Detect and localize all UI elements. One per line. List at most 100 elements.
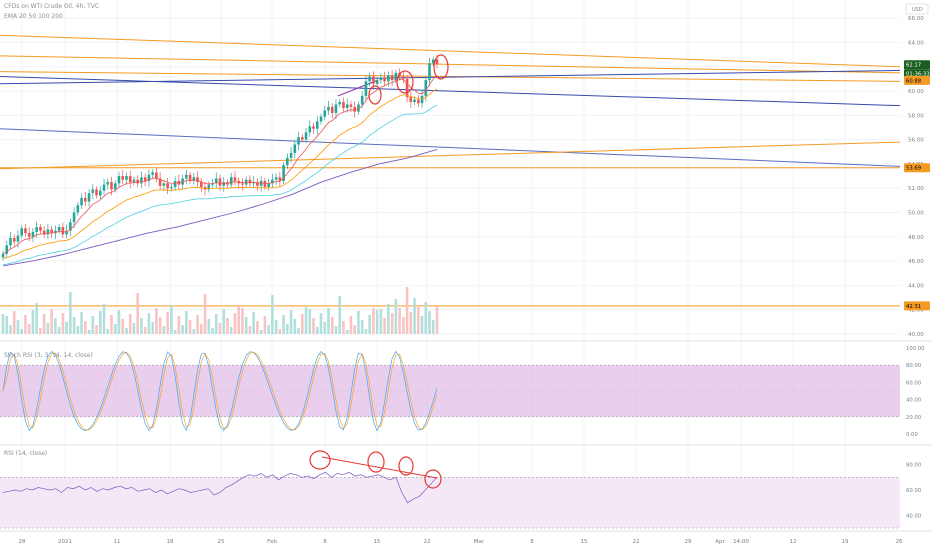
candle — [338, 98, 342, 108]
volume-bar — [435, 306, 439, 334]
volume-bar — [263, 316, 267, 334]
candle-body — [334, 104, 338, 113]
candle — [259, 175, 263, 192]
candle — [312, 122, 315, 134]
time-axis-label: 8 — [323, 539, 327, 545]
candle-body — [379, 77, 383, 81]
price-tick-label: 48.00 — [908, 235, 924, 241]
volume-bar — [345, 330, 349, 334]
candle-body — [188, 174, 192, 181]
resistance-line-mid — [0, 55, 901, 74]
volume-bar — [301, 314, 304, 334]
candle — [69, 218, 72, 236]
volume-bar — [323, 322, 327, 334]
rsi-annotation-circle — [398, 456, 414, 476]
candle — [5, 240, 9, 258]
volume-bar — [9, 325, 12, 334]
price-tick-label: 40.00 — [908, 332, 924, 338]
volume-bar — [203, 294, 207, 334]
candle-body — [121, 176, 125, 180]
candle — [87, 189, 91, 207]
candle-body — [383, 77, 386, 82]
volume-bar — [218, 323, 222, 334]
volume-bar — [170, 305, 173, 334]
candle — [334, 99, 338, 119]
candle-body — [106, 182, 110, 185]
volume-bar — [65, 322, 68, 334]
candle-body — [405, 78, 409, 98]
candle-body — [132, 179, 136, 183]
volume-bar — [360, 320, 364, 334]
volume-bar — [54, 318, 57, 334]
candle-body — [5, 245, 9, 254]
candle-body — [91, 189, 95, 194]
volume-bar — [12, 311, 16, 334]
candle — [95, 186, 98, 199]
ema100-line — [2, 104, 438, 266]
volume-bar — [342, 321, 345, 334]
volume-bar — [349, 316, 353, 334]
stoch-tick-label: 0.00 — [906, 432, 918, 438]
candle-body — [72, 212, 76, 223]
candle — [327, 100, 330, 115]
candle-body — [80, 197, 83, 206]
candle-body — [12, 238, 16, 242]
candle-body — [128, 176, 132, 183]
volume-bar — [196, 315, 199, 334]
candle-body — [330, 106, 334, 113]
volume-bar — [289, 310, 293, 334]
volume-bar — [143, 327, 147, 334]
volume-bar — [31, 310, 35, 334]
time-axis-label: 18 — [167, 539, 174, 545]
candle — [185, 169, 188, 185]
candle-body — [147, 174, 151, 181]
price-badge — [904, 75, 930, 85]
volume-bar — [72, 317, 76, 334]
candle — [368, 72, 371, 87]
time-axis-label: Feb — [267, 539, 277, 545]
volume-bar — [27, 324, 31, 334]
candle-body — [375, 80, 379, 84]
candle-body — [27, 233, 31, 237]
candle-body — [125, 176, 128, 180]
candle-body — [185, 174, 188, 179]
price-badge-label: 62.17 — [906, 63, 921, 69]
volume-bar — [147, 313, 151, 334]
candle-body — [222, 182, 226, 186]
candle-body — [35, 227, 38, 232]
candle — [353, 101, 356, 118]
volume-bar — [271, 295, 274, 334]
volume-bar — [211, 328, 214, 334]
candle-body — [420, 95, 424, 104]
volume-bar — [102, 304, 106, 334]
candle-body — [360, 95, 364, 105]
volume-bar — [248, 326, 252, 334]
candle — [330, 103, 334, 119]
volume-bar — [308, 309, 312, 334]
candle-body — [289, 153, 293, 158]
volume-bar — [420, 316, 424, 334]
candle-body — [196, 177, 199, 183]
volume-bar — [42, 314, 46, 334]
price-tick-label: 42.00 — [908, 308, 924, 314]
trend-line-falling — [0, 76, 901, 107]
volume-bar — [304, 307, 308, 334]
volume-bar — [405, 287, 409, 334]
candle-body — [274, 177, 278, 180]
candle — [256, 178, 259, 192]
volume-bar — [278, 329, 282, 334]
volume-bar — [155, 308, 158, 334]
volume-bar — [409, 312, 413, 334]
candle-body — [282, 165, 285, 181]
candle-body — [248, 179, 252, 184]
volume-bar — [286, 324, 289, 334]
candle — [121, 170, 125, 185]
volume-bar — [222, 309, 226, 334]
volume-bar — [173, 330, 177, 334]
candle — [319, 113, 323, 125]
candles — [1, 55, 439, 261]
candle-body — [345, 104, 349, 109]
stoch-tick-label: 80.00 — [906, 363, 922, 369]
volume-bar — [330, 317, 334, 334]
